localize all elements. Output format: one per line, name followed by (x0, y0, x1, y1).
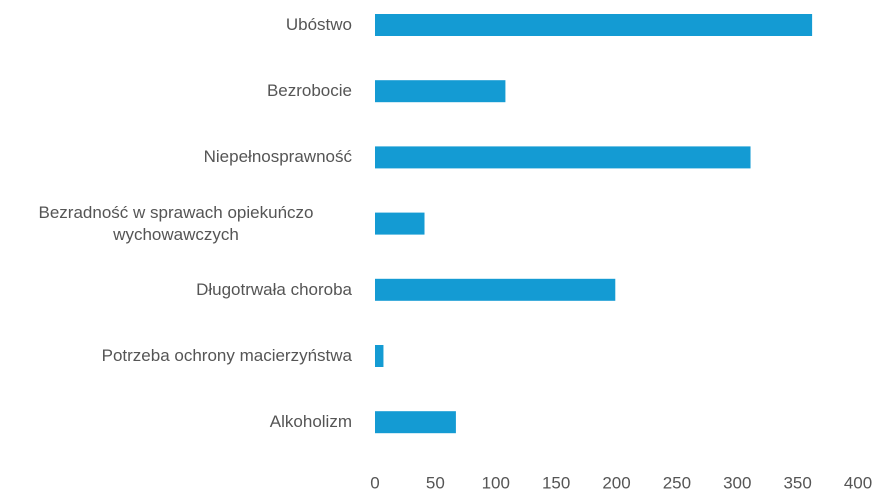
bar (375, 14, 813, 36)
y-tick-label: Długotrwała choroba (196, 279, 352, 299)
bar (375, 411, 456, 434)
x-tick-label: 100 (482, 473, 510, 492)
x-tick-label: 200 (602, 473, 630, 492)
x-tick-label: 350 (783, 473, 811, 492)
bar (375, 212, 425, 235)
y-tick-label: Bezrobocie (266, 81, 352, 101)
y-tick-label: Alkoholizm (269, 412, 352, 432)
bar (375, 345, 384, 367)
bar (375, 278, 616, 301)
y-tick-label: Ubóstwo (285, 15, 352, 34)
x-tick-label: 50 (426, 473, 445, 492)
y-tick-label: Niepełnosprawność (203, 147, 352, 167)
bar (375, 80, 506, 103)
x-tick-label: 300 (723, 473, 751, 492)
x-tick-label: 150 (542, 473, 570, 492)
y-tick-label: Bezradność w sprawach opiekuńczo wychowa… (38, 202, 314, 244)
bar (375, 146, 751, 169)
y-tick-label: Potrzeba ochrony macierzyństwa (101, 346, 352, 365)
x-tick-label: 400 (844, 473, 872, 492)
x-tick-label: 250 (663, 473, 691, 492)
x-tick-label: 0 (370, 473, 379, 492)
